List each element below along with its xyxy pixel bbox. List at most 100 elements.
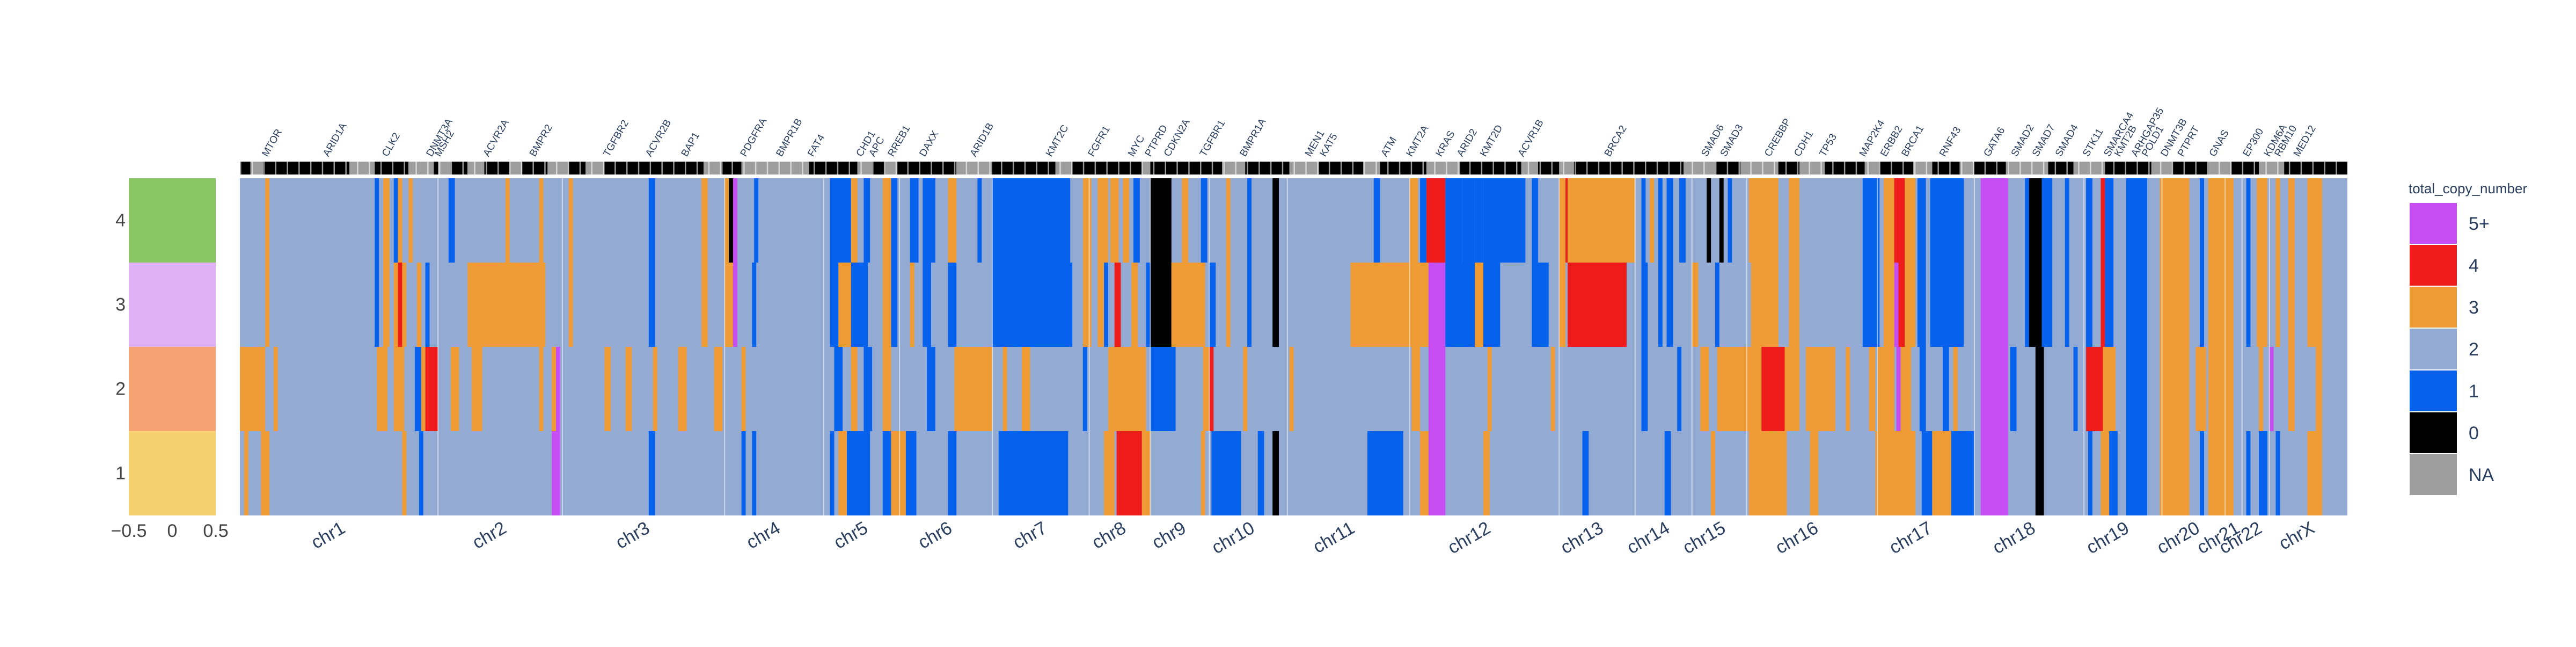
gene-bar-segment xyxy=(1222,162,1246,175)
gene-bar-tick xyxy=(708,162,710,175)
heatmap-cell xyxy=(1150,178,1172,263)
heatmap-cell xyxy=(1097,178,1108,263)
gene-label: KMT2D xyxy=(1478,123,1505,158)
heatmap-cell xyxy=(2101,263,2105,347)
heatmap-cell xyxy=(838,263,851,347)
gene-label: ARID1A xyxy=(321,121,349,158)
annotation-cell xyxy=(129,431,216,515)
heatmap-cell xyxy=(1182,178,1189,263)
heatmap-cell xyxy=(1728,178,1732,263)
heatmap-cell xyxy=(2208,431,2234,515)
heatmap-cell xyxy=(1784,347,1799,431)
legend-label: 0 xyxy=(2469,423,2479,444)
heatmap-cell xyxy=(1475,263,1483,347)
chromosome-label: chr3 xyxy=(612,518,653,553)
heatmap-cell xyxy=(1104,431,1115,515)
heatmap-cell xyxy=(1445,178,1462,263)
gene-bar-tick xyxy=(1949,162,1951,175)
gene-label: KMT2C xyxy=(1044,123,1071,158)
heatmap-cell xyxy=(948,431,957,515)
gene-bar-tick xyxy=(802,162,803,175)
heatmap-cell xyxy=(724,178,729,263)
gene-bar-tick xyxy=(1481,162,1483,175)
heatmap-cell xyxy=(2160,263,2190,347)
heatmap-cell xyxy=(1247,178,1252,263)
heatmap-cell xyxy=(1930,178,1964,263)
gene-label: BRCA1 xyxy=(1899,123,1926,158)
heatmap-cell xyxy=(1201,431,1205,515)
chromosome-label: chr15 xyxy=(1679,518,1729,558)
gene-bar-tick xyxy=(825,162,827,175)
heatmap-cell xyxy=(421,347,426,431)
gene-label: ACVR1B xyxy=(1516,118,1546,158)
gene-bar-tick xyxy=(1270,162,1272,175)
gene-bar-tick xyxy=(731,162,733,175)
gene-label: BMPR1B xyxy=(774,117,804,158)
heatmap-cell xyxy=(2086,347,2088,431)
gene-bar-tick xyxy=(1422,162,1424,175)
chromosome-label: chr1 xyxy=(308,518,348,553)
gene-bar-tick xyxy=(848,162,850,175)
legend-swatch xyxy=(2410,370,2457,411)
gene-label: TGFBR1 xyxy=(1198,118,1228,158)
legend-swatch xyxy=(2410,203,2457,244)
heatmap-cell xyxy=(923,263,931,347)
annotation-cell xyxy=(129,178,216,263)
heatmap-cell xyxy=(2200,263,2204,347)
heatmap-cell xyxy=(1582,431,1589,515)
gene-bar-tick xyxy=(1082,162,1085,175)
heatmap-cell xyxy=(948,263,957,347)
heatmap-cell xyxy=(556,347,560,431)
gene-bar-tick xyxy=(392,162,394,175)
gene-bar-tick xyxy=(860,162,862,175)
gene-label: ARID1B xyxy=(968,121,997,159)
gene-bar-tick xyxy=(1937,162,1939,175)
gene-label: TP53 xyxy=(1817,132,1839,159)
chromosome-label: chr10 xyxy=(1208,518,1258,558)
heatmap-cell xyxy=(1110,178,1119,263)
heatmap-cell xyxy=(1133,178,1140,263)
gene-bar-tick xyxy=(1328,162,1330,175)
heatmap-cell xyxy=(1884,178,1894,263)
heatmap-cell xyxy=(1550,347,1555,431)
heatmap-cell xyxy=(882,347,891,431)
heatmap-cell xyxy=(568,178,573,263)
gene-bar-segment xyxy=(1913,162,1933,175)
gene-bar-tick xyxy=(380,162,382,175)
heatmap-cell xyxy=(1641,178,1646,263)
sample-tick-label: 1 xyxy=(115,463,126,484)
gene-bar-tick xyxy=(1609,162,1612,175)
gene-bar-tick xyxy=(1446,162,1447,175)
gene-bar-tick xyxy=(1024,162,1026,175)
gene-label: PDGFRA xyxy=(738,116,770,158)
legend-swatch xyxy=(2410,329,2457,369)
gene-bar-segment xyxy=(1460,162,1521,175)
heatmap-cell xyxy=(1475,178,1483,263)
heatmap-cell xyxy=(1141,431,1151,515)
chromosome-label: chrX xyxy=(2275,518,2318,554)
gene-bar-tick xyxy=(1410,162,1413,175)
gene-label: SMAD4 xyxy=(2053,122,2081,159)
heatmap-cell xyxy=(1272,263,1279,347)
gene-bar-tick xyxy=(1539,162,1541,175)
legend-label: 5+ xyxy=(2469,214,2490,234)
gene-bar-segment xyxy=(240,162,251,175)
heatmap-cell xyxy=(2307,263,2322,347)
heatmap-cell xyxy=(2025,263,2030,347)
gene-bar-tick xyxy=(720,162,721,175)
gene-bar-segment xyxy=(1684,162,1715,175)
gene-bar-tick xyxy=(2253,162,2255,175)
heatmap-cell xyxy=(2035,347,2044,431)
heatmap-cell xyxy=(724,263,733,347)
annotation-x-tick-label: 0.5 xyxy=(203,521,228,541)
sample-axis: 1 2 3 4 −0.5 0 0.5 xyxy=(111,210,228,542)
gene-bar-segment xyxy=(1538,162,1560,175)
gene-label: ACVR2B xyxy=(643,118,674,158)
heatmap-cell xyxy=(1104,263,1108,347)
heatmap-cell xyxy=(1428,431,1446,515)
gene-bar-tick xyxy=(1492,162,1494,175)
legend-swatch xyxy=(2410,412,2457,453)
heatmap-cell xyxy=(505,178,510,263)
gene-bar-tick xyxy=(1633,162,1635,175)
gene-bar-segment xyxy=(1799,162,1825,175)
